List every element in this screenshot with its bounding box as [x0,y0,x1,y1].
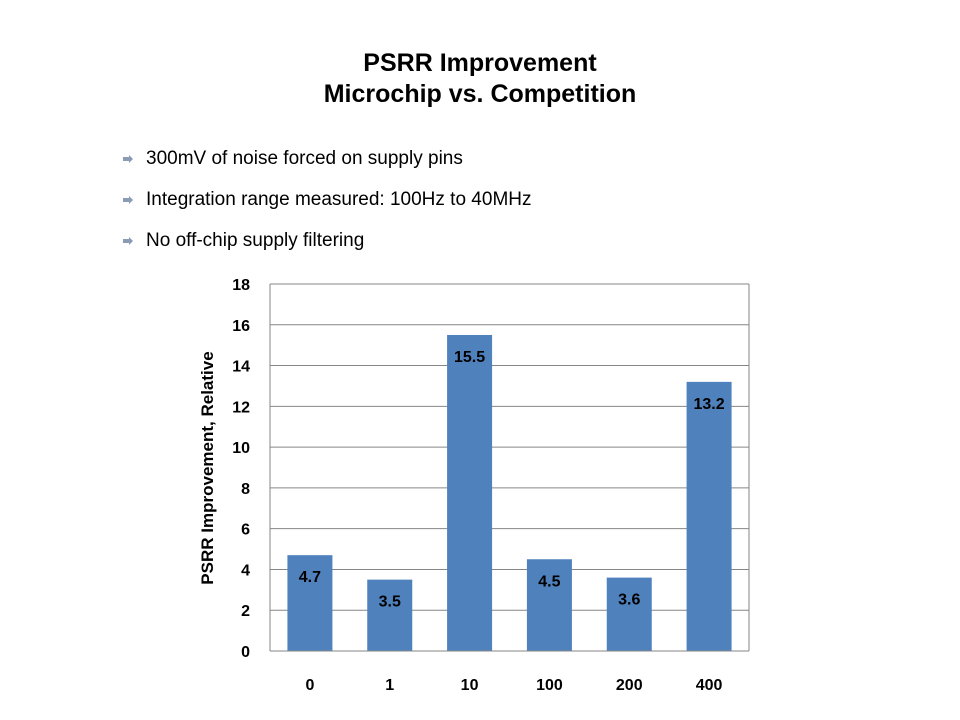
y-tick-label: 18 [232,277,250,294]
bar [686,381,732,651]
slide-title-line-1: PSRR Improvement [363,49,597,77]
bullet-item: Integration range measured: 100Hz to 40M… [122,187,532,228]
y-tick-label: 8 [241,481,250,498]
arrow-bullet-icon [123,155,133,163]
bullet-item: No off-chip supply filtering [122,228,532,269]
arrow-bullet-icon [123,196,133,204]
bar [526,559,572,651]
bar [447,334,493,651]
slide-title: PSRR Improvement Microchip vs. Competiti… [0,48,960,110]
y-axis-title: PSRR Improvement, Relative [198,351,217,584]
bullet-text: 300mV of noise forced on supply pins [146,148,463,169]
x-tick-label: 10 [461,677,479,694]
y-tick-label: 6 [241,522,250,539]
bullet-text: Integration range measured: 100Hz to 40M… [146,189,532,210]
bar [367,579,413,651]
y-tick-label: 12 [232,399,250,416]
x-tick-label: 0 [305,677,314,694]
bullet-item: 300mV of noise forced on supply pins [122,146,532,187]
x-tick-label: 200 [616,677,643,694]
y-tick-label: 0 [241,644,250,661]
y-tick-label: 2 [241,603,250,620]
data-label: 3.5 [379,594,401,611]
bar [287,555,333,651]
arrow-bullet-icon [123,237,133,245]
y-tick-label: 4 [241,562,250,579]
x-tick-label: 100 [536,677,563,694]
x-tick-label: 1 [385,677,394,694]
bar [606,577,652,651]
y-tick-label: 16 [232,318,250,335]
slide-title-line-2: Microchip vs. Competition [323,80,637,108]
y-tick-label: 14 [232,359,250,376]
data-label: 4.7 [299,569,321,586]
bullet-list: 300mV of noise forced on supply pins Int… [122,146,532,269]
y-tick-label: 10 [232,440,250,457]
data-label: 15.5 [454,349,485,366]
bullet-text: No off-chip supply filtering [146,230,365,251]
data-label: 3.6 [618,592,640,609]
data-label: 4.5 [538,573,560,590]
data-label: 13.2 [694,396,725,413]
x-tick-label: 400 [696,677,723,694]
